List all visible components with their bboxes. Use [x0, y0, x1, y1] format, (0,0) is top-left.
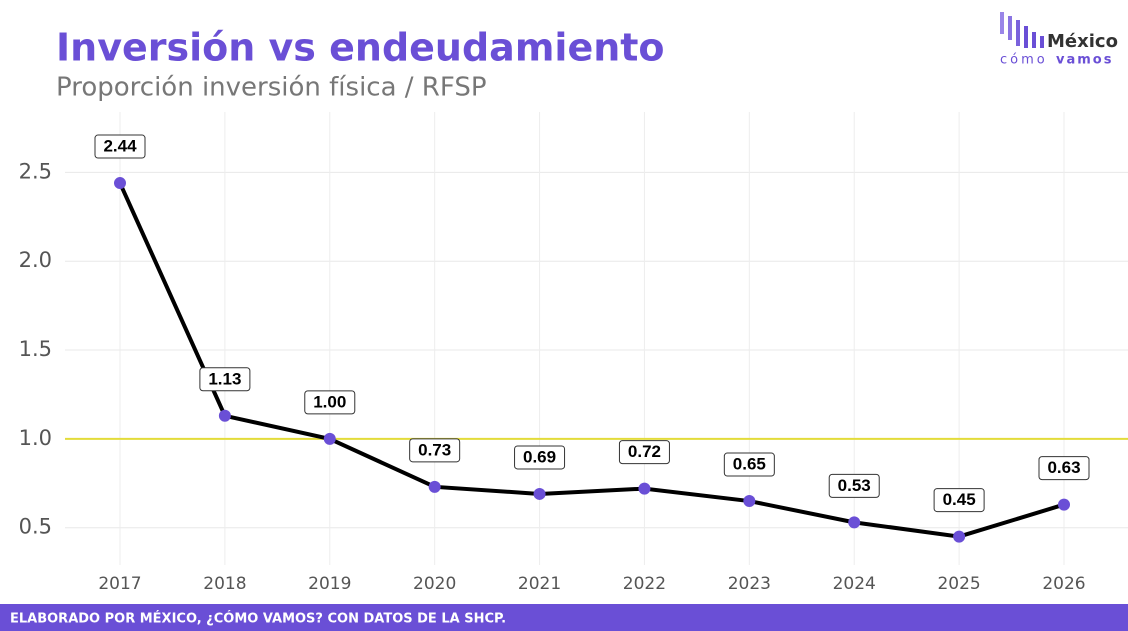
- point: [1058, 498, 1070, 511]
- label-box: [199, 367, 251, 392]
- x-tick-label: 2018: [203, 574, 246, 594]
- data-label: 0.45: [943, 490, 976, 509]
- data-label: 1.13: [208, 369, 241, 388]
- label-box: [304, 390, 356, 415]
- data-label: 0.72: [628, 442, 661, 461]
- x-tick-label: 2021: [518, 574, 561, 594]
- y-tick-label: 2.5: [19, 159, 52, 183]
- x-tick-label: 2024: [833, 574, 876, 594]
- point: [848, 516, 861, 529]
- label-box: [933, 488, 985, 513]
- y-tick-label: 1.5: [19, 337, 52, 361]
- chart-title: Inversión vs endeudamiento: [56, 26, 665, 70]
- data-label: 0.53: [838, 476, 871, 495]
- logo-bar: [1024, 26, 1028, 48]
- logo: México cómo vamos: [1000, 12, 1118, 68]
- y-tick-label: 0.5: [19, 515, 52, 539]
- point: [743, 495, 756, 508]
- x-tick-label: 2019: [308, 574, 351, 594]
- data-label: 0.63: [1047, 458, 1080, 477]
- point: [428, 480, 441, 493]
- x-tick-label: 2026: [1042, 574, 1085, 594]
- point: [638, 482, 651, 495]
- label-box: [723, 452, 775, 477]
- logo-bar: [1040, 36, 1044, 48]
- x-tick-label: 2022: [623, 574, 666, 594]
- x-tick-label: 2020: [413, 574, 456, 594]
- x-tick-label: 2017: [98, 574, 141, 594]
- point: [114, 177, 126, 190]
- label-box: [1038, 456, 1090, 481]
- point: [533, 487, 546, 500]
- logo-line2: vamos: [1056, 53, 1113, 68]
- data-label: 0.69: [523, 447, 556, 466]
- logo-bar: [1032, 32, 1036, 48]
- label-box: [409, 438, 461, 463]
- logo-bar: [1008, 16, 1012, 40]
- logo-bar: [1000, 12, 1004, 34]
- data-label: 0.73: [418, 440, 451, 459]
- x-tick-label: 2025: [937, 574, 980, 594]
- point: [218, 409, 231, 422]
- y-tick-label: 1.0: [19, 426, 52, 450]
- label-box: [828, 473, 880, 498]
- line: [118, 182, 1065, 539]
- point: [323, 432, 336, 445]
- data-label: 1.00: [313, 392, 346, 411]
- logo-bar: [1016, 20, 1020, 46]
- x-tick-label: 2023: [728, 574, 771, 594]
- footer-bar: [0, 604, 1128, 631]
- chart-subtitle: Proporción inversión física / RFSP: [56, 73, 487, 103]
- logo-name: México: [1047, 31, 1118, 52]
- logo-line1: cómo: [1000, 53, 1048, 68]
- data-label: 0.65: [733, 455, 766, 474]
- label-box: [514, 445, 566, 470]
- data-label: 2.44: [103, 137, 137, 156]
- label-box: [618, 440, 670, 465]
- y-tick-label: 2.0: [19, 248, 52, 272]
- label-box: [94, 134, 146, 159]
- footer-text: ELABORADO POR MÉXICO, ¿CÓMO VAMOS? CON D…: [10, 611, 506, 627]
- point: [953, 530, 966, 543]
